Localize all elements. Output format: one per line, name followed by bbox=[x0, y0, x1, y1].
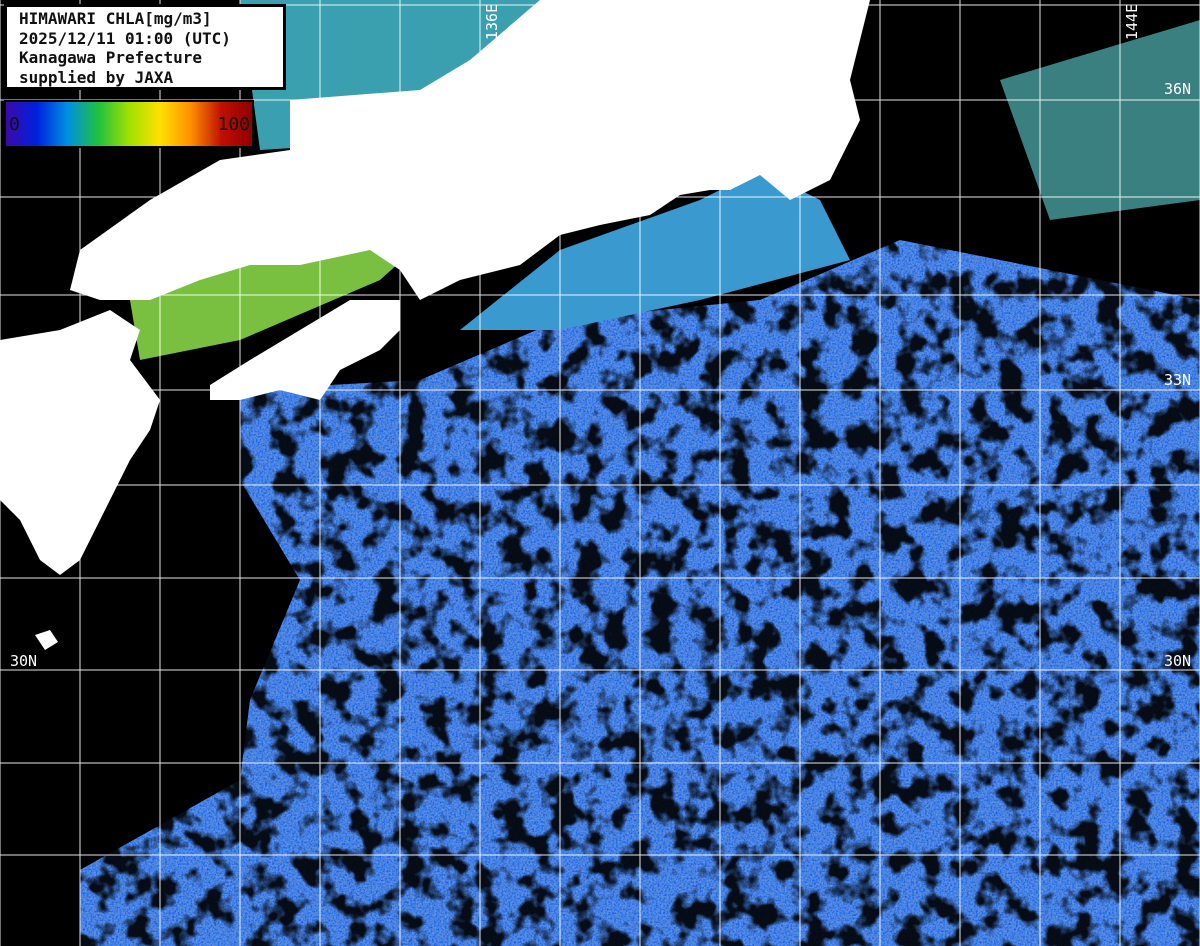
shikoku-land bbox=[210, 300, 400, 400]
honshu-land bbox=[70, 0, 870, 300]
lat-label-30n-right: 30N bbox=[1164, 652, 1192, 670]
lat-label-36n: 36N bbox=[1164, 80, 1192, 98]
island bbox=[35, 630, 58, 650]
scale-min-label: 0 bbox=[9, 114, 20, 135]
observation-datetime: 2025/12/11 01:00 (UTC) bbox=[19, 28, 231, 48]
color-scale-bar: 0 100 bbox=[4, 100, 254, 148]
lat-label-30n-left: 30N bbox=[10, 652, 38, 670]
lat-label-33n: 33N bbox=[1164, 371, 1192, 389]
data-credit: supplied by JAXA bbox=[19, 67, 174, 87]
lon-label-144e: 144E bbox=[1123, 3, 1141, 40]
land-layer bbox=[0, 0, 870, 650]
scale-max-label: 100 bbox=[217, 114, 250, 135]
info-box: HIMAWARI CHLA[mg/m3] 2025/12/11 01:00 (U… bbox=[4, 4, 286, 90]
product-title: HIMAWARI CHLA[mg/m3] bbox=[19, 9, 212, 28]
lon-label-136e: 136E bbox=[483, 3, 501, 40]
region-name: Kanagawa Prefecture bbox=[19, 48, 203, 67]
